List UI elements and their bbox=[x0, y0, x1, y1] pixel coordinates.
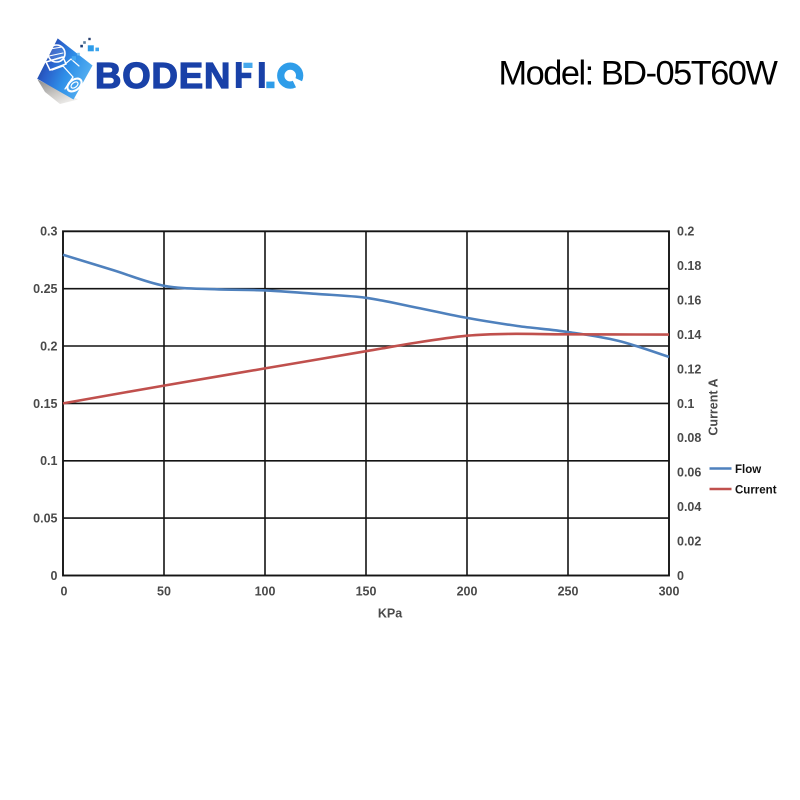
svg-text:50: 50 bbox=[157, 585, 171, 599]
svg-text:BODEN: BODEN bbox=[95, 55, 231, 96]
svg-text:0.08: 0.08 bbox=[677, 431, 701, 445]
svg-text:200: 200 bbox=[457, 585, 478, 599]
svg-text:0.05: 0.05 bbox=[33, 512, 57, 526]
svg-text:0.16: 0.16 bbox=[677, 294, 701, 308]
svg-text:0.12: 0.12 bbox=[677, 362, 701, 376]
svg-text:Current A: Current A bbox=[707, 378, 721, 435]
svg-text:0.14: 0.14 bbox=[677, 328, 701, 342]
svg-text:150: 150 bbox=[356, 585, 377, 599]
svg-text:0.1: 0.1 bbox=[677, 397, 694, 411]
svg-text:Model: BD-05T60W: Model: BD-05T60W bbox=[499, 55, 779, 93]
svg-text:KPa: KPa bbox=[378, 607, 403, 621]
svg-text:0: 0 bbox=[677, 569, 684, 583]
svg-text:0.18: 0.18 bbox=[677, 259, 701, 273]
svg-text:250: 250 bbox=[558, 585, 579, 599]
svg-text:0.2: 0.2 bbox=[677, 225, 694, 239]
svg-text:0.06: 0.06 bbox=[677, 466, 701, 480]
svg-text:0.2: 0.2 bbox=[40, 339, 57, 353]
svg-text:0: 0 bbox=[61, 585, 68, 599]
svg-text:0.25: 0.25 bbox=[33, 282, 57, 296]
svg-text:Flow: Flow bbox=[735, 464, 761, 476]
svg-text:0.02: 0.02 bbox=[677, 535, 701, 549]
svg-text:0.04: 0.04 bbox=[677, 500, 701, 514]
svg-text:0.3: 0.3 bbox=[40, 225, 57, 239]
svg-text:0.15: 0.15 bbox=[33, 397, 57, 411]
svg-text:300: 300 bbox=[659, 585, 680, 599]
svg-text:0: 0 bbox=[51, 569, 58, 583]
svg-text:Current: Current bbox=[735, 484, 777, 496]
svg-text:0.1: 0.1 bbox=[40, 454, 57, 468]
svg-text:100: 100 bbox=[255, 585, 276, 599]
